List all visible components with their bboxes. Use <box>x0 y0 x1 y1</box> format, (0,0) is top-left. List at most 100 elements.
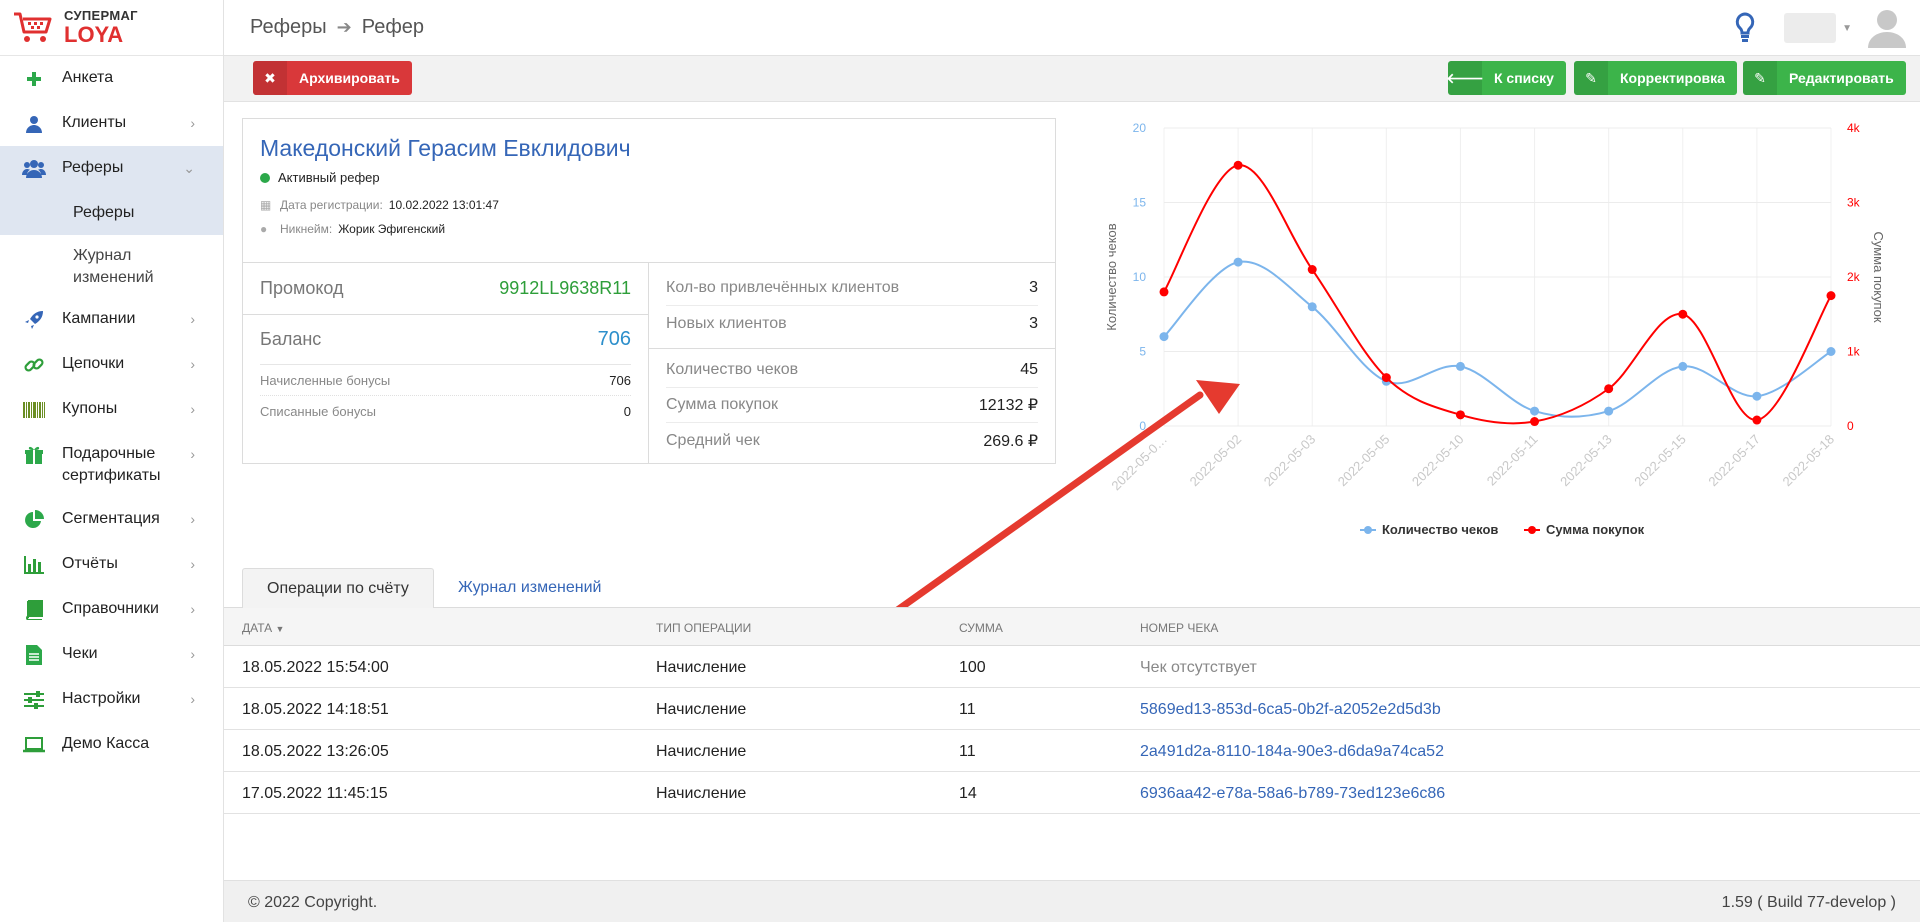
caret-down-icon[interactable]: ▼ <box>1842 22 1852 34</box>
checks-count-row: Количество чеков 45 <box>666 353 1038 388</box>
sidebar-item-clients[interactable]: Клиенты › <box>0 101 223 146</box>
sidebar-item-demo-cash[interactable]: Демо Касса <box>0 722 223 767</box>
chevron-right-icon: › <box>190 646 195 662</box>
rocket-icon <box>22 308 46 332</box>
cell-type: Начисление <box>656 701 747 718</box>
accrued-bonuses-value: 706 <box>609 372 631 388</box>
chart-y-tick-right: 0 <box>1847 419 1854 433</box>
sidebar-item-directories[interactable]: Справочники › <box>0 587 223 632</box>
average-check-value: 269.6 ₽ <box>983 432 1038 450</box>
sidebar-item-reports[interactable]: Отчёты › <box>0 542 223 587</box>
chart-x-tick-label: 2022-05-02 <box>1187 432 1245 490</box>
chart-x-tick-label: 2022-05-05 <box>1335 432 1393 490</box>
sidebar-item-chains[interactable]: Цепочки › <box>0 342 223 387</box>
archive-button[interactable]: ✖ Архивировать <box>253 61 412 95</box>
balance-row: Баланс 706 <box>260 315 631 365</box>
logo[interactable]: СУПЕРМАГ LOYA <box>0 0 223 56</box>
table-row: 17.05.2022 11:45:15 Начисление 14 6936aa… <box>224 772 1920 814</box>
spent-bonuses-label: Списанные бонусы <box>260 404 377 419</box>
chart-x-tick-label: 2022-05-0… <box>1108 432 1170 494</box>
correction-button[interactable]: ✎ Корректировка <box>1574 61 1737 95</box>
file-icon <box>22 643 46 667</box>
chevron-right-icon: › <box>190 601 195 617</box>
column-check-number: НОМЕР ЧЕКА <box>1140 621 1219 635</box>
sidebar-item-campaigns[interactable]: Кампании › <box>0 297 223 342</box>
promo-code-label: Промокод <box>260 278 344 298</box>
chart-series-line-0 <box>1163 260 1832 418</box>
chart-y-tick-left: 15 <box>1133 196 1147 210</box>
breadcrumb-item-referrers[interactable]: Реферы <box>250 16 327 38</box>
header-actions: ▼ <box>1734 8 1906 48</box>
avatar[interactable] <box>1868 8 1906 48</box>
registration-date-value: 10.02.2022 13:01:47 <box>388 198 499 212</box>
lightbulb-icon[interactable] <box>1734 12 1756 44</box>
chart-point-0 <box>1307 302 1317 312</box>
chart-y-tick-right: 2k <box>1847 270 1861 284</box>
logo-subtitle: LOYA <box>64 22 124 47</box>
sidebar-item-receipts[interactable]: Чеки › <box>0 632 223 677</box>
sidebar-item-coupons[interactable]: Купоны › <box>0 387 223 432</box>
chevron-down-icon: ⌄ <box>183 160 195 176</box>
sidebar-item-label: Чеки <box>62 645 98 662</box>
attracted-clients-value: 3 <box>1029 279 1038 296</box>
cell-sum: 14 <box>959 785 977 802</box>
sidebar-item-label: Отчёты <box>62 555 118 572</box>
cell-type: Начисление <box>656 785 747 802</box>
sidebar-subitem-journal[interactable]: Журнал изменений <box>73 247 154 286</box>
cell-check-link[interactable]: 2a491d2a-8110-184a-90e3-d6da9a74ca52 <box>1140 743 1444 760</box>
chart-legend-item: Сумма покупок <box>1546 522 1645 537</box>
referrer-chart: 0 0 5 1k 10 2k 15 3k 20 4k Количество чеков Сумма п… <box>1104 121 1886 537</box>
average-check-row: Средний чек 269.6 ₽ <box>666 423 1038 458</box>
status-badge: Активный рефер <box>260 170 1038 185</box>
logo-title: СУПЕРМАГ <box>64 8 138 23</box>
user-icon <box>22 112 46 136</box>
nickname-value: Жорик Эфигенский <box>338 222 446 236</box>
table-row: 18.05.2022 14:18:51 Начисление 11 5869ed… <box>224 688 1920 730</box>
sidebar-item-settings[interactable]: Настройки › <box>0 677 223 722</box>
cell-check-link[interactable]: 5869ed13-853d-6ca5-0b2f-a2052e2d5d3b <box>1140 701 1441 718</box>
chevron-right-icon: › <box>190 311 195 327</box>
average-check-label: Средний чек <box>666 431 760 449</box>
column-sum: СУММА <box>959 621 1003 635</box>
to-list-button[interactable]: 🡐 К списку <box>1446 61 1566 95</box>
sidebar-item-label: Кампании <box>62 310 136 327</box>
sidebar-item-label: Настройки <box>62 690 141 707</box>
top-header: Реферы ➔ Рефер ▼ <box>224 0 1920 56</box>
sidebar-item-gift-certificates[interactable]: Подарочные сертификаты › <box>0 432 223 497</box>
copyright: © 2022 Copyright. <box>248 894 378 911</box>
table-row: 18.05.2022 13:26:05 Начисление 11 2a491d… <box>224 730 1920 772</box>
chart-legend-symbol-marker <box>1528 526 1536 534</box>
sidebar-subitem-referrers[interactable]: Реферы <box>0 191 223 235</box>
tabs-bar: Операции по счёту Журнал изменений <box>224 568 1920 609</box>
breadcrumb-item-referrer: Рефер <box>361 16 425 38</box>
table-row: 18.05.2022 15:54:00 Начисление 100 Чек о… <box>224 646 1920 688</box>
chevron-right-icon: › <box>190 356 195 372</box>
tab-operations[interactable]: Операции по счёту <box>242 568 434 609</box>
chart-y-axis-title-right: Сумма покупок <box>1871 231 1886 322</box>
spent-bonuses-value: 0 <box>623 404 631 419</box>
sidebar-item-label: Клиенты <box>62 114 127 131</box>
accrued-bonuses-label: Начисленные бонусы <box>260 372 391 388</box>
sidebar-item-segmentation[interactable]: Сегментация › <box>0 497 223 542</box>
new-clients-value: 3 <box>1029 314 1038 332</box>
edit-button[interactable]: ✎ Редактировать <box>1743 61 1906 95</box>
cell-check-link[interactable]: 6936aa42-e78a-58a6-b789-73ed123e6c86 <box>1140 785 1446 802</box>
sidebar-item-referrers[interactable]: Реферы ⌄ <box>0 146 223 191</box>
balance-section: Баланс 706 Начисленные бонусы 706 Списан… <box>243 315 648 427</box>
registration-date-label: Дата регистрации: <box>280 198 383 212</box>
chart-y-tick-right: 4k <box>1847 121 1861 135</box>
chevron-right-icon: › <box>190 691 195 707</box>
purchase-sum-value: 12132 ₽ <box>978 397 1038 414</box>
sidebar-item-questionnaire[interactable]: Анкета <box>0 56 223 101</box>
chart-x-tick-label: 2022-05-15 <box>1631 432 1689 490</box>
new-clients-row: Новых клиентов 3 <box>666 306 1038 341</box>
chevron-right-icon: › <box>190 511 195 527</box>
chevron-right-icon: › <box>190 401 195 417</box>
sidebar-nav: Анкета Клиенты › Реферы ⌄ Реферы Журнал … <box>0 56 223 767</box>
sidebar-item-label: Реферы <box>62 159 124 176</box>
sliders-icon <box>22 688 46 712</box>
column-date[interactable]: ДАТА ▼ <box>242 621 285 635</box>
tab-journal[interactable]: Журнал изменений <box>458 579 602 596</box>
pencil-icon: ✎ <box>1743 61 1777 95</box>
user-name-placeholder[interactable] <box>1784 13 1837 43</box>
